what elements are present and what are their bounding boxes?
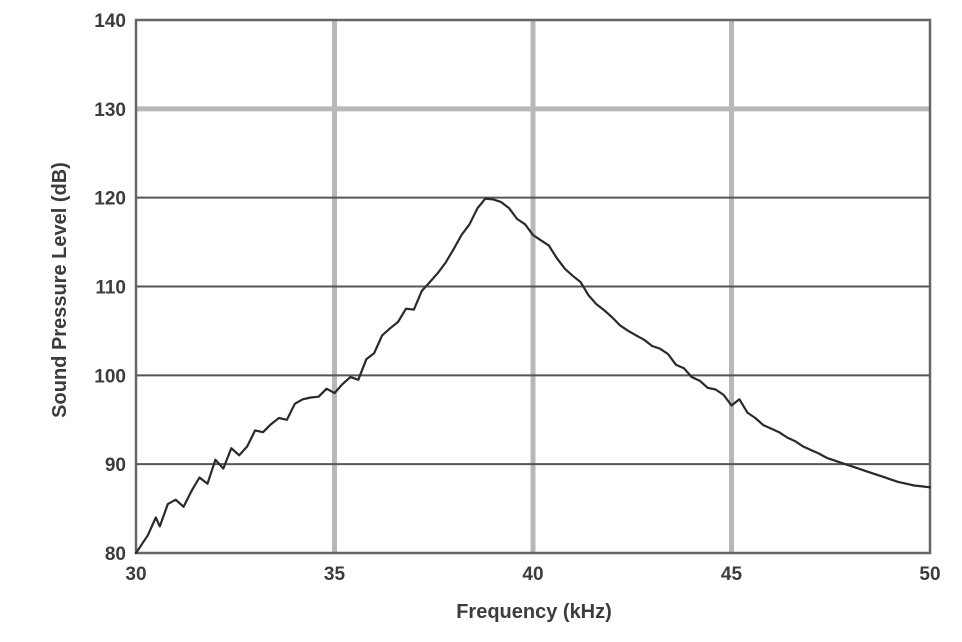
x-tick-label: 35 xyxy=(324,564,346,585)
grid xyxy=(136,20,930,553)
y-tick-label: 80 xyxy=(105,544,126,565)
y-tick-label: 100 xyxy=(94,366,126,387)
y-tick-label: 130 xyxy=(94,100,126,121)
x-tick-label: 45 xyxy=(721,564,743,585)
plot-frame xyxy=(134,18,932,555)
y-tick-labels: 80 90 100 110 120 130 140 xyxy=(94,11,126,565)
x-axis-label: Frequency (kHz) xyxy=(456,601,612,623)
y-tick-label: 110 xyxy=(95,278,126,299)
x-tick-labels: 30 35 40 45 50 xyxy=(125,564,940,585)
y-tick-label: 90 xyxy=(105,455,126,476)
y-tick-label: 120 xyxy=(94,189,126,210)
x-tick-label: 30 xyxy=(125,564,146,585)
y-tick-label: 140 xyxy=(94,11,126,32)
x-tick-label: 40 xyxy=(522,564,543,585)
x-tick-label: 50 xyxy=(919,564,940,585)
series-line-0 xyxy=(134,197,932,555)
plot-border xyxy=(134,18,932,555)
series xyxy=(134,197,932,555)
y-axis-label: Sound Pressure Level (dB) xyxy=(49,162,71,418)
